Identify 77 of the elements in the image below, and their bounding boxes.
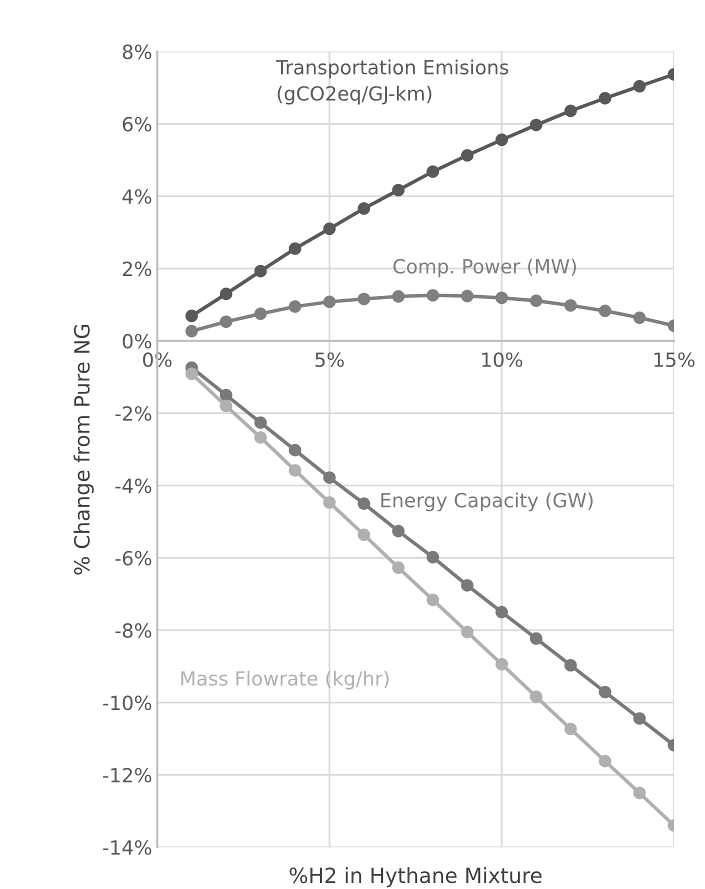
y-axis-title: % Change from Pure NG xyxy=(74,324,94,575)
point xyxy=(254,416,267,429)
point xyxy=(185,368,198,380)
point xyxy=(564,659,577,672)
point xyxy=(392,290,405,303)
point xyxy=(598,304,612,318)
point xyxy=(254,264,267,278)
point xyxy=(358,497,370,510)
point xyxy=(426,165,440,178)
point xyxy=(530,690,542,704)
point xyxy=(323,496,336,509)
point xyxy=(392,561,405,574)
point xyxy=(220,315,232,328)
y-tick-label: -2% xyxy=(115,406,152,421)
point xyxy=(461,290,474,302)
point xyxy=(358,528,370,541)
series-label: Transportation Emisions (gCO2eq/GJ-km) xyxy=(276,60,508,105)
point xyxy=(392,524,405,538)
point xyxy=(598,754,612,768)
point xyxy=(323,471,336,484)
point xyxy=(598,686,612,698)
point xyxy=(358,202,370,215)
point xyxy=(426,289,440,302)
point xyxy=(358,292,370,306)
point xyxy=(220,400,232,412)
point xyxy=(564,722,577,736)
y-tick-label: -12% xyxy=(103,768,152,783)
y-tick-label: 2% xyxy=(122,262,152,276)
point xyxy=(426,594,440,606)
point xyxy=(530,294,542,307)
y-tick-label: -6% xyxy=(115,550,152,566)
point xyxy=(288,464,302,477)
y-tick-label: -4% xyxy=(115,478,152,494)
y-tick-label: -14% xyxy=(103,840,152,855)
point xyxy=(288,300,302,313)
point xyxy=(254,431,267,444)
point xyxy=(220,388,232,402)
x-tick-label: 0% xyxy=(143,352,172,368)
point xyxy=(323,222,336,236)
y-tick-label: 0% xyxy=(122,334,152,349)
point xyxy=(461,626,474,638)
point xyxy=(495,134,508,146)
point xyxy=(288,242,302,255)
point xyxy=(495,606,508,618)
point xyxy=(633,712,646,725)
x-axis-title: %H2 in Hythane Mixture xyxy=(290,867,542,888)
x-tick-label: 15% xyxy=(654,352,695,368)
y-tick-label: 8% xyxy=(122,44,152,60)
point xyxy=(426,550,440,564)
point xyxy=(461,579,474,592)
point xyxy=(495,292,508,304)
point xyxy=(461,149,474,162)
y-tick-label: -10% xyxy=(103,696,152,710)
point xyxy=(530,632,542,645)
point xyxy=(598,92,612,104)
point xyxy=(288,444,302,456)
text: Mass Flowrate (kg/hr) xyxy=(181,670,389,690)
point xyxy=(495,658,508,670)
point xyxy=(633,786,646,800)
point xyxy=(564,299,577,312)
point xyxy=(392,184,405,196)
point xyxy=(633,311,646,324)
point xyxy=(220,288,232,300)
point xyxy=(185,324,198,338)
series-label: Energy Capacity (GW) xyxy=(381,492,593,512)
point xyxy=(185,310,198,322)
y-tick-label: 6% xyxy=(122,116,152,132)
x-tick-label: 5% xyxy=(316,352,344,368)
point xyxy=(564,104,577,118)
point xyxy=(323,296,336,308)
point xyxy=(633,80,646,93)
y-tick-label: -8% xyxy=(115,623,152,638)
point xyxy=(530,118,542,132)
series-label: Comp. Power (MW) xyxy=(393,258,576,278)
y-tick-label: 4% xyxy=(122,189,152,204)
x-tick-label: 10% xyxy=(482,352,522,368)
point xyxy=(254,308,267,320)
